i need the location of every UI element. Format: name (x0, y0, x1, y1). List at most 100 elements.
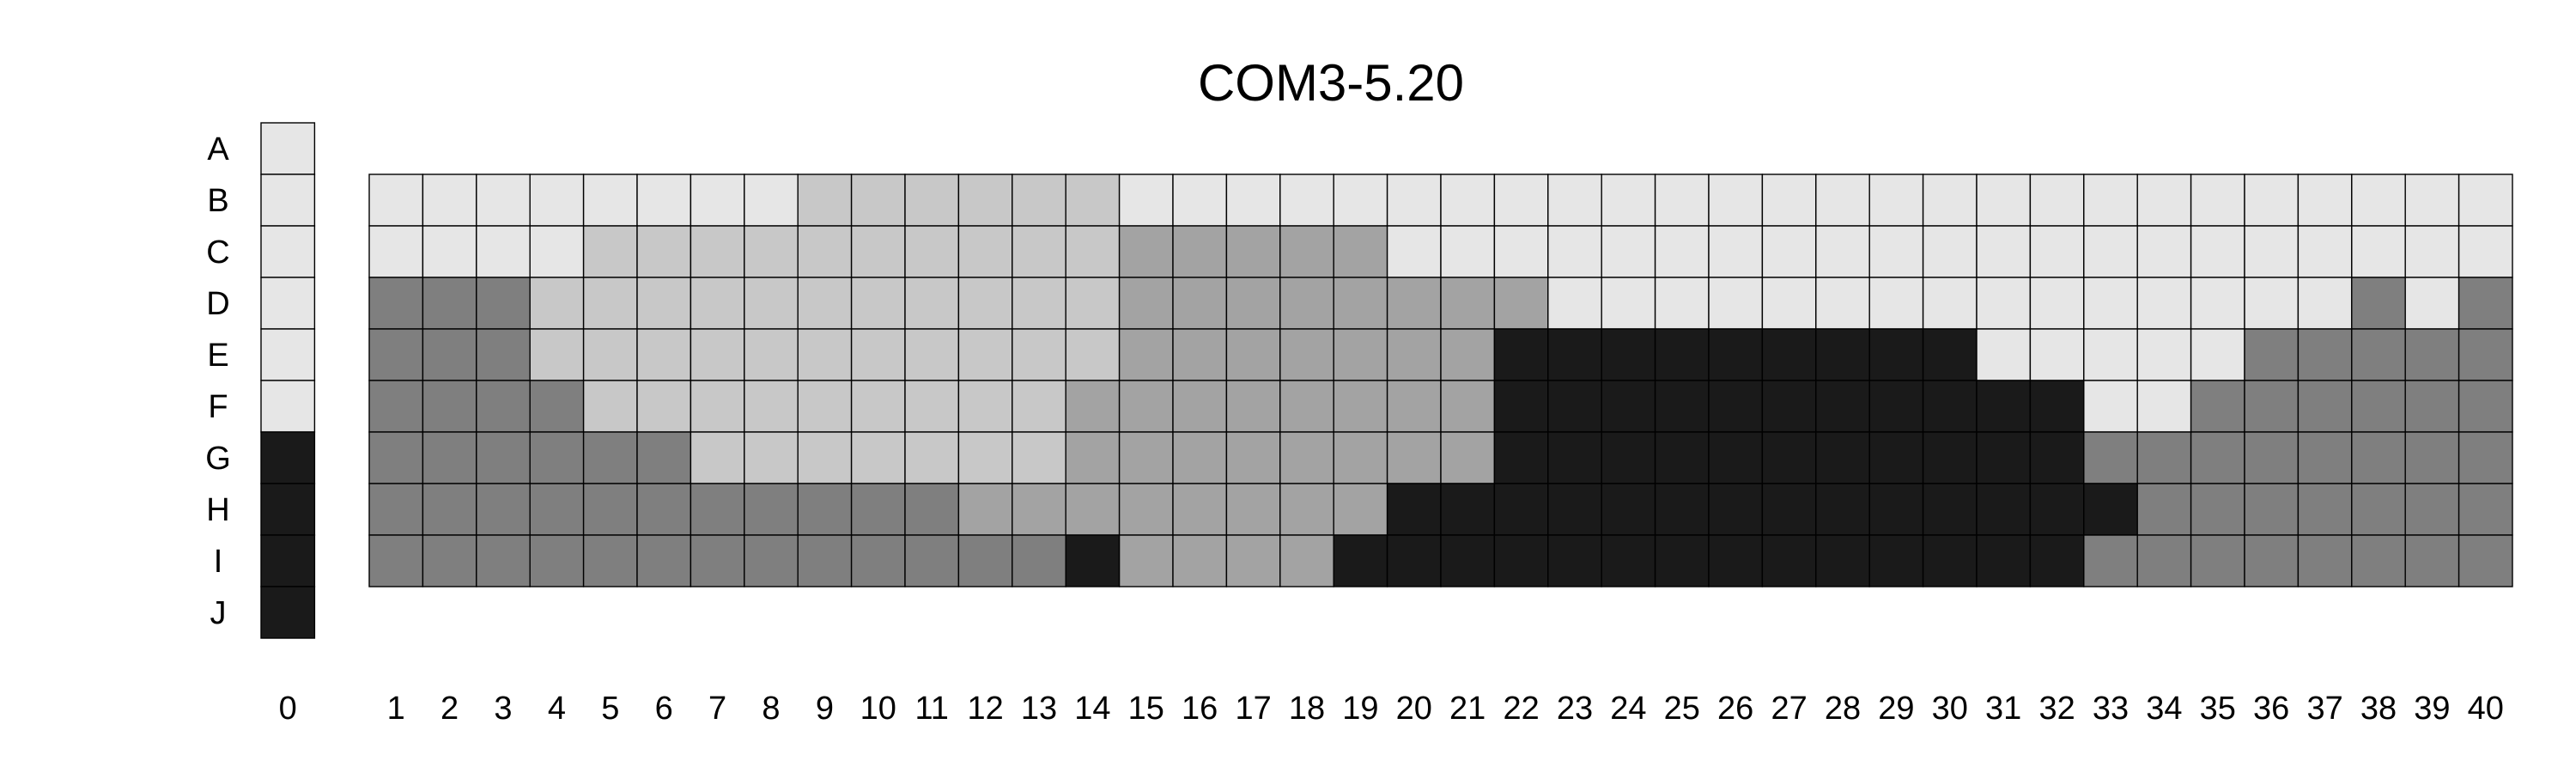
grid-cell-g-19 (1333, 431, 1388, 484)
grid-cell-g-2 (422, 431, 477, 484)
grid-cell-g-25 (1654, 431, 1710, 484)
grid-cell-d-27 (1761, 277, 1817, 330)
grid-cell-c-22 (1493, 225, 1549, 278)
grid-cell-f-15 (1118, 380, 1174, 433)
grid-cell-e-32 (2029, 328, 2085, 381)
column-label-18: 18 (1289, 691, 1325, 727)
grid-cell-f-30 (1922, 380, 1978, 433)
grid-cell-d-24 (1601, 277, 1656, 330)
grid-cell-d-40 (2458, 277, 2513, 330)
grid-cell-h-3 (476, 483, 531, 536)
grid-cell-b-4 (529, 173, 585, 227)
grid-cell-i-24 (1601, 534, 1656, 587)
grid-cell-d-31 (1976, 277, 2032, 330)
column-label-32: 32 (2038, 691, 2075, 727)
grid-cell-e-24 (1601, 328, 1656, 381)
grid-cell-f-29 (1868, 380, 1924, 433)
grid-cell-e-7 (690, 328, 745, 381)
grid-cell-f-18 (1279, 380, 1334, 433)
grid-cell-g-30 (1922, 431, 1978, 484)
grid-cell-f-3 (476, 380, 531, 433)
grid-cell-g-39 (2404, 431, 2460, 484)
grid-cell-b-21 (1440, 173, 1496, 227)
row-label-d: D (206, 286, 229, 322)
grid-cell-b-28 (1815, 173, 1870, 227)
grid-cell-h-33 (2083, 483, 2138, 536)
grid-cell-h-38 (2351, 483, 2406, 536)
grid-cell-h-4 (529, 483, 585, 536)
grid-cell-c-26 (1708, 225, 1764, 278)
grid-cell-h-6 (636, 483, 692, 536)
grid-cell-h-14 (1065, 483, 1121, 536)
grid-cell-c-9 (797, 225, 853, 278)
grid-cell-f-28 (1815, 380, 1870, 433)
grid-cell-e-37 (2297, 328, 2353, 381)
grid-cell-e-12 (957, 328, 1013, 381)
grid-cell-h-25 (1654, 483, 1710, 536)
grid-cell-b-11 (904, 173, 960, 227)
grid-cell-c-7 (690, 225, 745, 278)
grid-cell-i-39 (2404, 534, 2460, 587)
grid-cell-b-13 (1012, 173, 1066, 227)
row-label-a: A (207, 131, 229, 167)
column-label-22: 22 (1503, 691, 1539, 727)
grid-cell-g-18 (1279, 431, 1334, 484)
grid-cell-i-19 (1333, 534, 1388, 587)
grid-cell-c-19 (1333, 225, 1388, 278)
grid-cell-i-21 (1440, 534, 1496, 587)
grid-cell-g-7 (690, 431, 745, 484)
grid-cell-f-33 (2083, 380, 2138, 433)
grid-cell-c-10 (850, 225, 906, 278)
grid-cell-i-9 (797, 534, 853, 587)
column-label-7: 7 (708, 691, 726, 727)
reference-cell-h (260, 483, 316, 536)
grid-cell-d-21 (1440, 277, 1496, 330)
grid-cell-f-31 (1976, 380, 2032, 433)
grid-cell-c-16 (1172, 225, 1228, 278)
grid-cell-d-4 (529, 277, 585, 330)
grid-cell-h-34 (2136, 483, 2192, 536)
grid-cell-h-29 (1868, 483, 1924, 536)
grid-cell-f-22 (1493, 380, 1549, 433)
grid-cell-e-35 (2190, 328, 2245, 381)
grid-cell-d-6 (636, 277, 692, 330)
grid-cell-h-19 (1333, 483, 1388, 536)
column-label-27: 27 (1771, 691, 1807, 727)
grid-cell-b-10 (850, 173, 906, 227)
grid-cell-e-27 (1761, 328, 1817, 381)
grid-cell-i-7 (690, 534, 745, 587)
grid-cell-i-15 (1118, 534, 1174, 587)
grid-cell-c-13 (1012, 225, 1066, 278)
grid-cell-e-26 (1708, 328, 1764, 381)
grid-cell-c-20 (1386, 225, 1442, 278)
grid-cell-i-22 (1493, 534, 1549, 587)
grid-cell-h-7 (690, 483, 745, 536)
grid-cell-b-36 (2244, 173, 2300, 227)
grid-cell-c-21 (1440, 225, 1496, 278)
grid-cell-b-16 (1172, 173, 1228, 227)
grid-cell-g-20 (1386, 431, 1442, 484)
grid-cell-h-8 (744, 483, 799, 536)
grid-cell-i-18 (1279, 534, 1334, 587)
grid-cell-g-12 (957, 431, 1013, 484)
grid-cell-h-5 (582, 483, 638, 536)
grid-cell-e-38 (2351, 328, 2406, 381)
grid-cell-h-30 (1922, 483, 1978, 536)
grid-cell-f-40 (2458, 380, 2513, 433)
grid-cell-f-23 (1547, 380, 1602, 433)
column-label-4: 4 (548, 691, 566, 727)
grid-cell-e-28 (1815, 328, 1870, 381)
grid-cell-e-14 (1065, 328, 1121, 381)
grid-cell-f-37 (2297, 380, 2353, 433)
grid-cell-g-13 (1012, 431, 1066, 484)
grid-cell-c-29 (1868, 225, 1924, 278)
column-label-2: 2 (440, 691, 459, 727)
grid-cell-f-39 (2404, 380, 2460, 433)
column-label-20: 20 (1396, 691, 1432, 727)
grid-cell-e-21 (1440, 328, 1496, 381)
grid-cell-i-23 (1547, 534, 1602, 587)
grid-cell-e-5 (582, 328, 638, 381)
grid-cell-e-36 (2244, 328, 2300, 381)
grid-cell-d-15 (1118, 277, 1174, 330)
column-label-23: 23 (1557, 691, 1593, 727)
